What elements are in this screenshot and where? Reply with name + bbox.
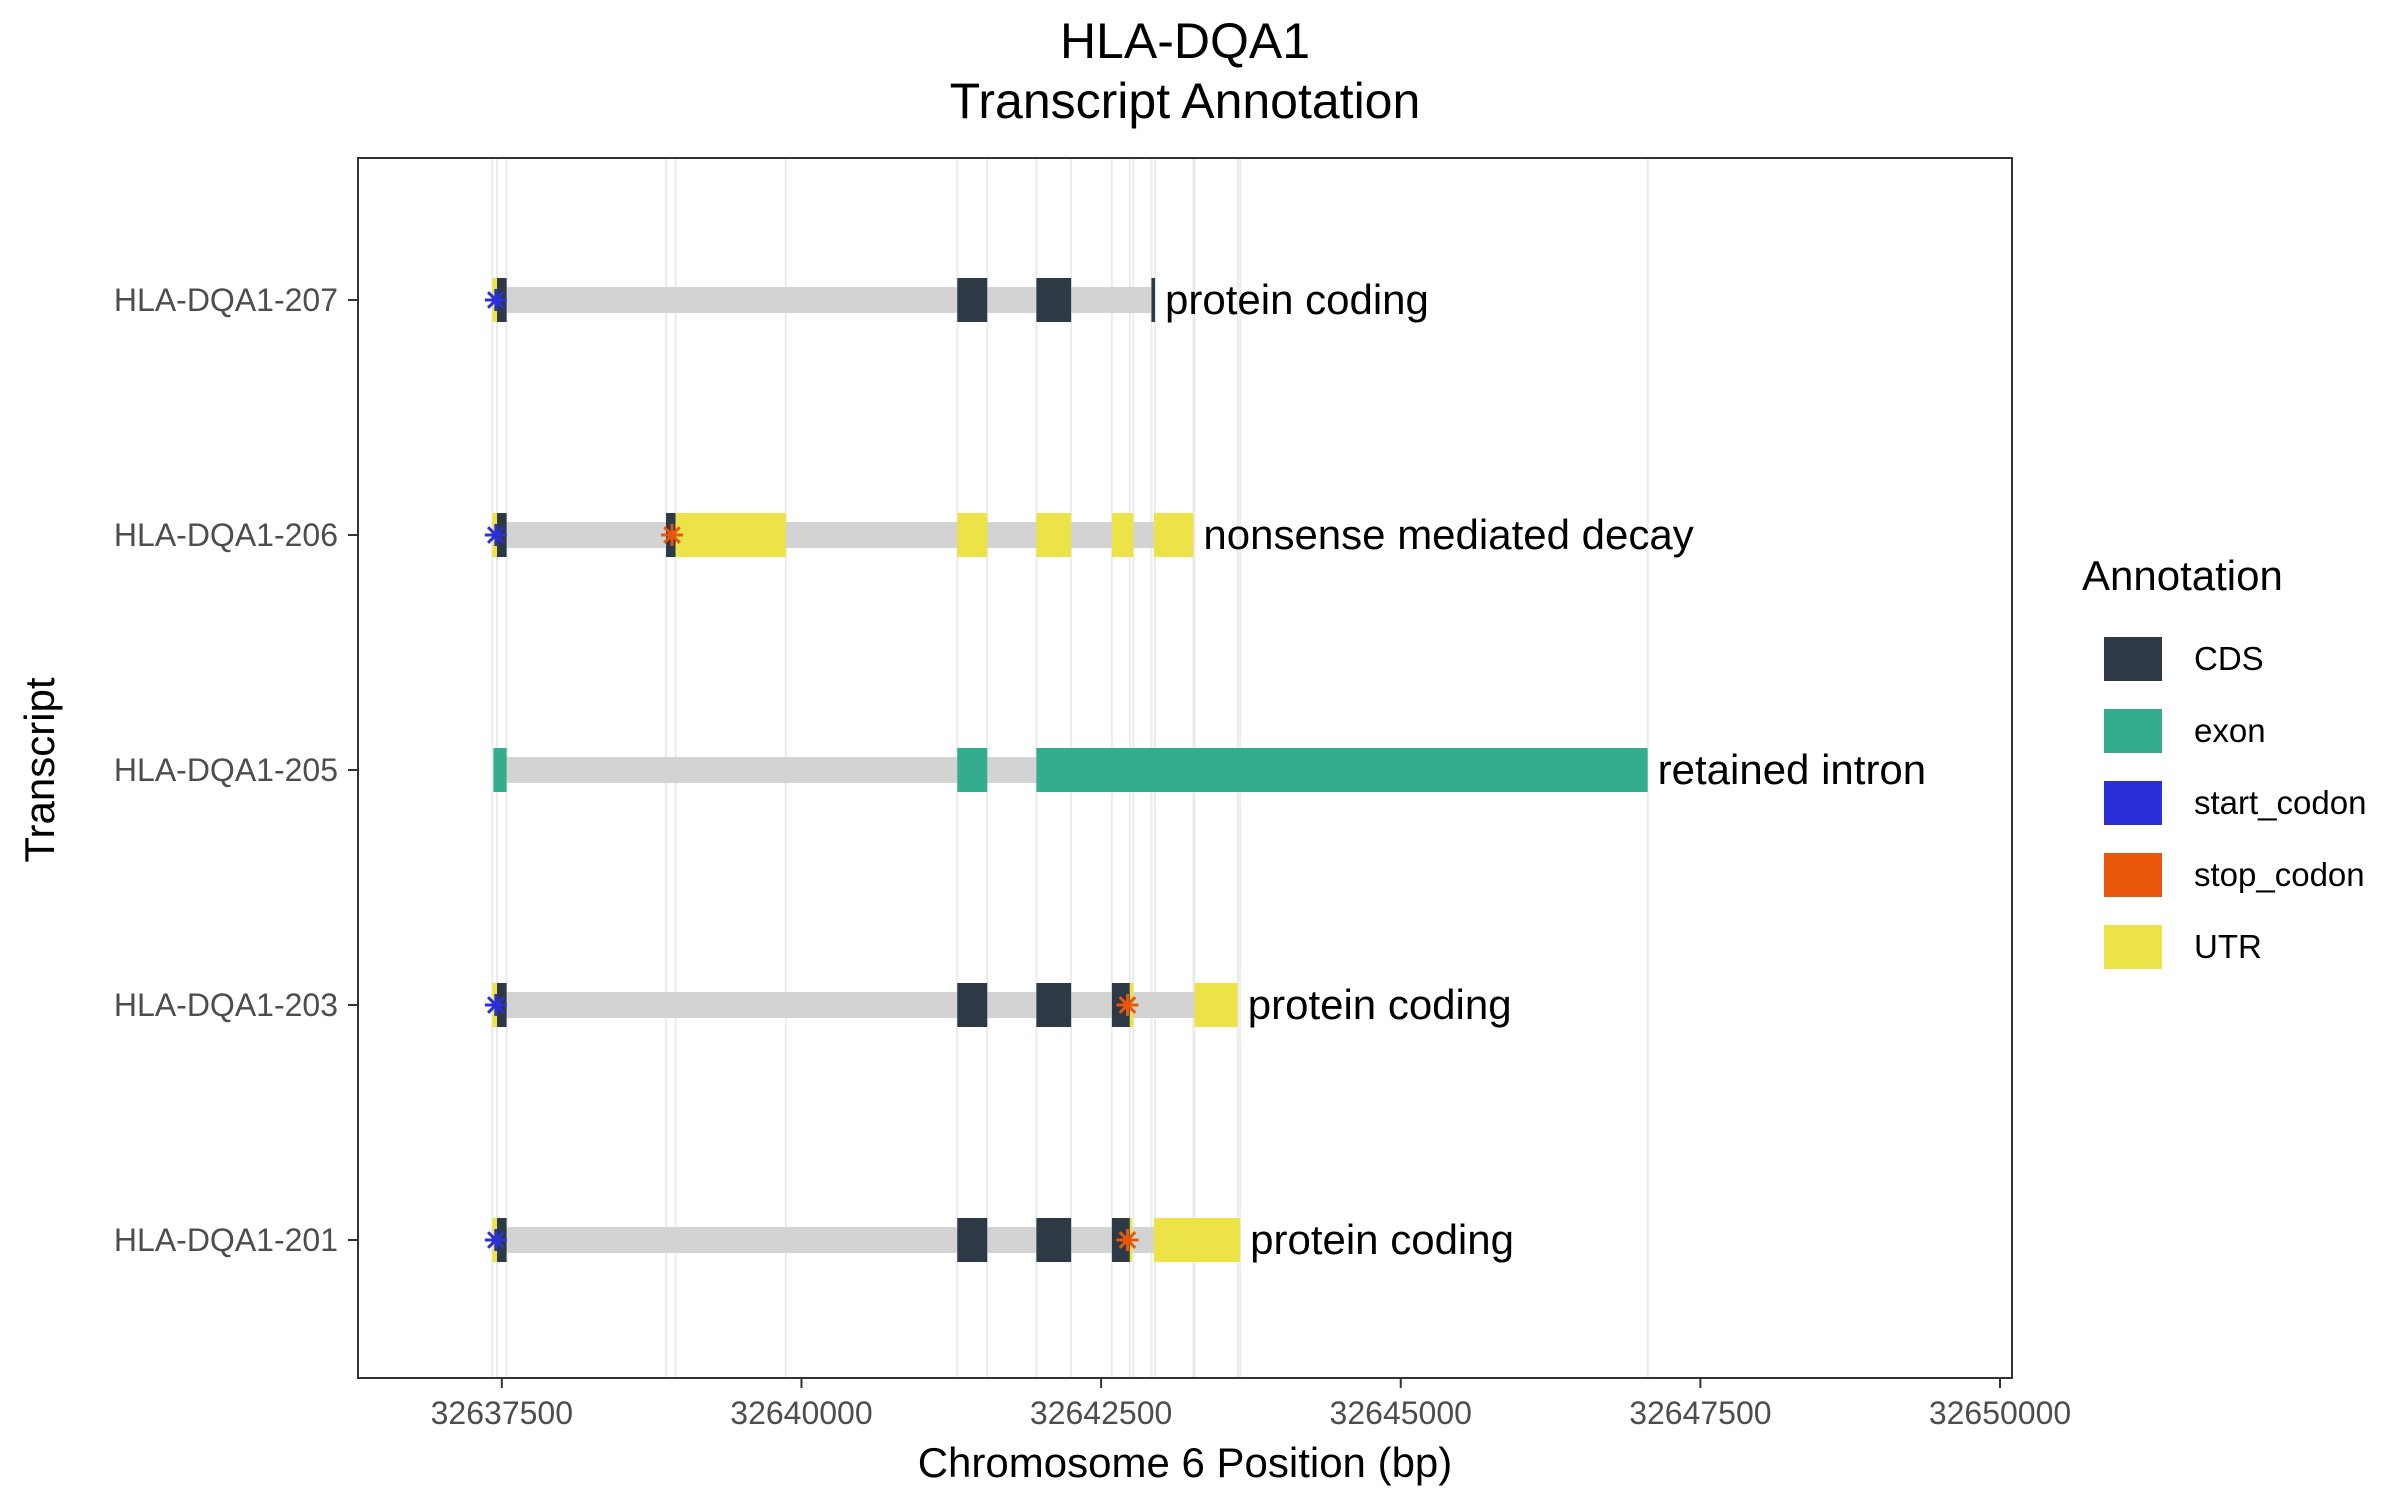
- y-tick-label: HLA-DQA1-201: [114, 1222, 338, 1258]
- legend: Annotation CDS exon start_codon stop_codon U…: [2082, 552, 2366, 969]
- biotype-label: nonsense mediated decay: [1203, 511, 1693, 558]
- legend-label: stop_codon: [2194, 856, 2365, 893]
- biotype-label: protein coding: [1248, 981, 1512, 1028]
- feature-cds: [957, 1218, 988, 1262]
- legend-swatch: [2104, 781, 2162, 825]
- x-tick-label: 32645000: [1330, 1395, 1472, 1431]
- y-axis-label: Transcript: [16, 677, 63, 862]
- chart-subtitle: Transcript Annotation: [950, 73, 1421, 129]
- legend-label: start_codon: [2194, 784, 2366, 821]
- transcript-track: protein coding: [484, 1216, 1514, 1263]
- legend-label: UTR: [2194, 928, 2262, 965]
- legend-swatch: [2104, 637, 2162, 681]
- y-axis: HLA-DQA1-207 HLA-DQA1-206 HLA-DQA1-205 HLA-…: [114, 282, 358, 1258]
- stop-codon-marker: [661, 524, 684, 546]
- feature-cds: [1036, 983, 1072, 1027]
- feature-exon: [1036, 748, 1648, 792]
- feature-utr: [675, 513, 786, 557]
- stop-codon-marker: [1116, 994, 1139, 1016]
- x-tick-label: 32642500: [1030, 1395, 1172, 1431]
- legend-swatch: [2104, 709, 2162, 753]
- y-tick-label: HLA-DQA1-206: [114, 517, 338, 553]
- legend-label: CDS: [2194, 640, 2264, 677]
- feature-cds: [1151, 278, 1156, 322]
- feature-cds: [957, 983, 988, 1027]
- panel-border: [357, 157, 2013, 1379]
- chart-title: HLA-DQA1: [1060, 13, 1310, 69]
- feature-exon: [957, 748, 988, 792]
- biotype-label: protein coding: [1250, 1216, 1514, 1263]
- feature-cds: [1036, 278, 1072, 322]
- x-axis-label: Chromosome 6 Position (bp): [918, 1439, 1453, 1486]
- legend-swatch: [2104, 925, 2162, 969]
- feature-utr: [1153, 1218, 1241, 1262]
- y-tick-label: HLA-DQA1-205: [114, 752, 338, 788]
- y-tick-label: HLA-DQA1-203: [114, 987, 338, 1023]
- feature-cds: [957, 278, 988, 322]
- feature-utr: [1036, 513, 1072, 557]
- x-tick-label: 32640000: [730, 1395, 872, 1431]
- stop-codon-marker: [1116, 1229, 1139, 1251]
- transcript-track: nonsense mediated decay: [484, 511, 1694, 558]
- x-tick-label: 32637500: [431, 1395, 573, 1431]
- legend-label: exon: [2194, 712, 2266, 749]
- legend-swatch: [2104, 853, 2162, 897]
- feature-cds: [1036, 1218, 1072, 1262]
- transcript-track: protein coding: [484, 276, 1429, 323]
- x-tick-label: 32650000: [1929, 1395, 2071, 1431]
- biotype-label: protein coding: [1165, 276, 1429, 323]
- feature-utr: [1194, 983, 1238, 1027]
- legend-title: Annotation: [2082, 552, 2283, 599]
- x-axis: 32637500 32640000 32642500 32645000 32647500…: [431, 1378, 2071, 1431]
- feature-utr: [1111, 513, 1134, 557]
- intron-line: [492, 522, 1194, 548]
- start-codon-marker: [484, 994, 507, 1016]
- feature-utr: [957, 513, 988, 557]
- start-codon-marker: [484, 524, 507, 546]
- start-codon-marker: [484, 1229, 507, 1251]
- y-tick-label: HLA-DQA1-207: [114, 282, 338, 318]
- feature-exon: [493, 748, 507, 792]
- transcript-tracks: protein coding nonsense mediated decay ret…: [357, 157, 2013, 1379]
- start-codon-marker: [484, 289, 507, 311]
- feature-utr: [1153, 513, 1194, 557]
- transcript-track: retained intron: [493, 746, 1926, 793]
- x-tick-label: 32647500: [1629, 1395, 1771, 1431]
- transcript-track: protein coding: [484, 981, 1512, 1028]
- biotype-label: retained intron: [1658, 746, 1927, 793]
